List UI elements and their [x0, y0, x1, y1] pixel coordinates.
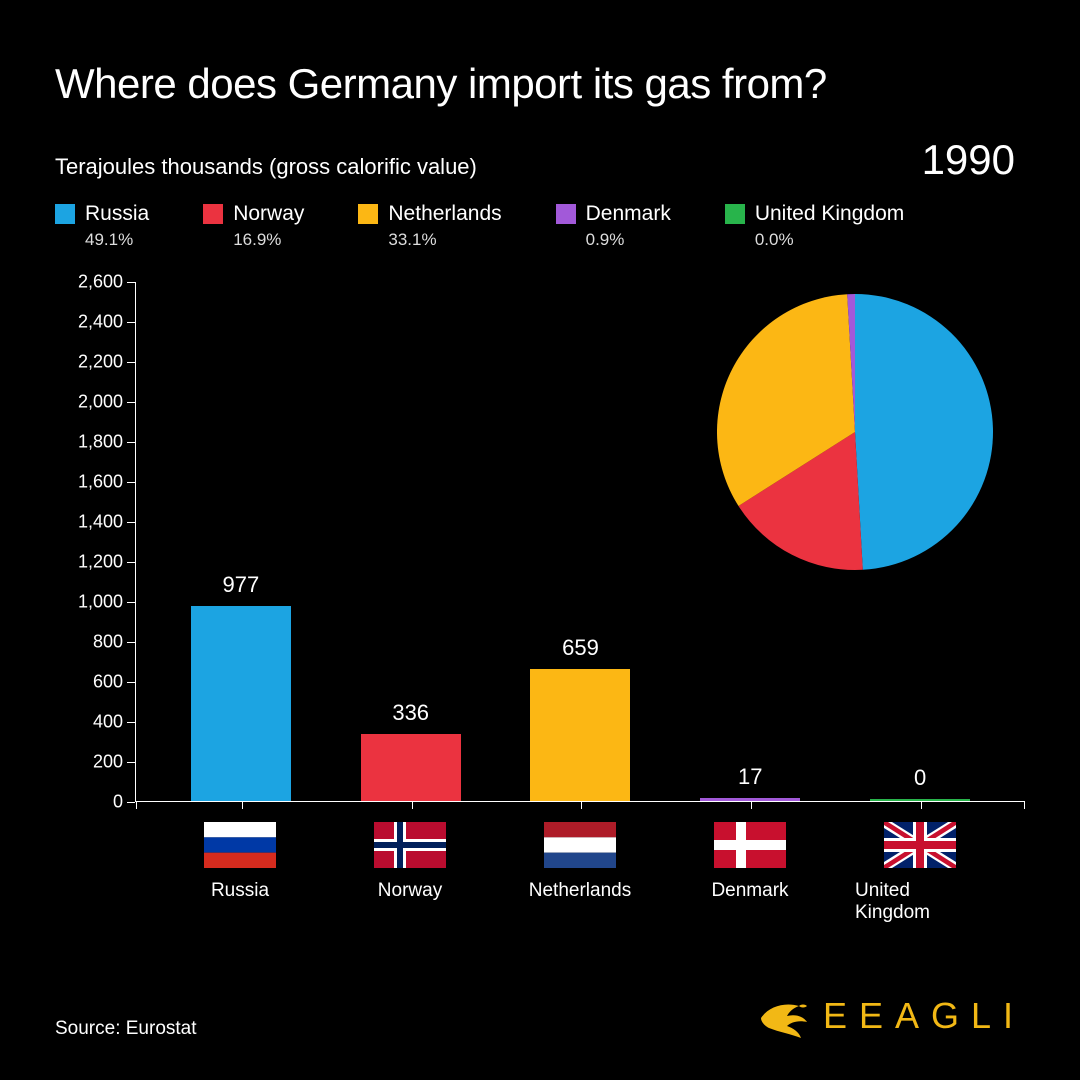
y-tick-label: 2,400 [63, 312, 123, 333]
x-tick-mark [412, 801, 413, 809]
plot-region: 977 336 659 17 0 [135, 282, 1025, 802]
bar-value-label: 0 [914, 765, 926, 791]
legend-percent: 16.9% [233, 230, 304, 250]
y-tick-label: 2,000 [63, 392, 123, 413]
x-label-group: Denmark [685, 822, 815, 924]
y-axis: 2,6002,4002,2002,0001,8001,6001,4001,200… [65, 282, 135, 802]
y-tick-mark [127, 602, 135, 603]
x-label-group: United Kingdom [855, 822, 985, 924]
y-tick-mark [127, 362, 135, 363]
y-tick-mark [127, 642, 135, 643]
y-tick-mark [127, 282, 135, 283]
legend-swatch [556, 204, 576, 224]
y-tick-mark [127, 402, 135, 403]
bar-value-label: 977 [223, 572, 260, 598]
bar [700, 798, 800, 801]
bar-group: 977 [176, 572, 306, 801]
y-tick-label: 1,000 [63, 592, 123, 613]
x-category-label: Norway [378, 880, 442, 902]
y-tick-label: 1,200 [63, 552, 123, 573]
bar-group: 336 [346, 700, 476, 801]
legend-label: Denmark [586, 202, 671, 226]
x-label-group: Russia [175, 822, 305, 924]
chart-title: Where does Germany import its gas from? [55, 60, 1025, 108]
flag-icon [204, 822, 276, 868]
bar-group: 17 [685, 764, 815, 801]
y-tick-label: 200 [63, 752, 123, 773]
bar [870, 799, 970, 801]
y-tick-mark [127, 482, 135, 483]
legend-item: Denmark 0.9% [556, 202, 671, 250]
legend-swatch [725, 204, 745, 224]
legend-swatch [358, 204, 378, 224]
eagle-icon [755, 992, 809, 1040]
legend-percent: 49.1% [85, 230, 149, 250]
legend-item: Netherlands 33.1% [358, 202, 501, 250]
legend-percent: 33.1% [388, 230, 501, 250]
legend-item: Russia 49.1% [55, 202, 149, 250]
chart-area: 2,6002,4002,2002,0001,8001,6001,4001,200… [65, 282, 1025, 842]
legend-label: Netherlands [388, 202, 501, 226]
bar-group: 659 [515, 635, 645, 801]
x-category-label: Russia [211, 880, 269, 902]
y-tick-label: 1,400 [63, 512, 123, 533]
legend-swatch [203, 204, 223, 224]
y-tick-mark [127, 802, 135, 803]
y-tick-label: 0 [63, 792, 123, 813]
legend-percent: 0.0% [755, 230, 904, 250]
y-tick-mark [127, 562, 135, 563]
x-axis-labels: Russia Norway Netherlands Denmark [135, 822, 1025, 924]
legend-percent: 0.9% [586, 230, 671, 250]
legend-swatch [55, 204, 75, 224]
legend-label: United Kingdom [755, 202, 904, 226]
flag-icon [714, 822, 786, 868]
x-tick-mark [136, 801, 137, 809]
x-category-label: United Kingdom [855, 880, 985, 924]
brand-text: EEAGLI [823, 995, 1025, 1037]
y-tick-label: 1,800 [63, 432, 123, 453]
y-tick-label: 600 [63, 672, 123, 693]
pie-slice [855, 294, 993, 570]
x-label-group: Norway [345, 822, 475, 924]
legend-item: Norway 16.9% [203, 202, 304, 250]
flag-icon [374, 822, 446, 868]
y-tick-label: 2,200 [63, 352, 123, 373]
bar [530, 669, 630, 801]
y-tick-mark [127, 522, 135, 523]
legend-label: Norway [233, 202, 304, 226]
y-tick-mark [127, 762, 135, 763]
x-tick-mark [1024, 801, 1025, 809]
x-category-label: Netherlands [529, 880, 631, 902]
x-tick-mark [242, 801, 243, 809]
x-tick-mark [921, 801, 922, 809]
y-tick-label: 2,600 [63, 272, 123, 293]
flag-icon [544, 822, 616, 868]
year-label: 1990 [922, 136, 1025, 184]
bar-value-label: 659 [562, 635, 599, 661]
source-label: Source: Eurostat [55, 1018, 197, 1040]
bar-value-label: 336 [392, 700, 429, 726]
brand-logo: EEAGLI [755, 992, 1025, 1040]
y-tick-label: 1,600 [63, 472, 123, 493]
y-tick-mark [127, 682, 135, 683]
legend: Russia 49.1% Norway 16.9% Netherlands 33… [55, 202, 1025, 250]
bar [361, 734, 461, 801]
flag-icon [884, 822, 956, 868]
y-tick-mark [127, 722, 135, 723]
legend-item: United Kingdom 0.0% [725, 202, 904, 250]
y-tick-mark [127, 322, 135, 323]
y-tick-mark [127, 442, 135, 443]
chart-subtitle: Terajoules thousands (gross calorific va… [55, 154, 477, 180]
bar [191, 606, 291, 801]
y-tick-label: 800 [63, 632, 123, 653]
pie-chart [715, 292, 995, 572]
x-tick-mark [751, 801, 752, 809]
x-category-label: Denmark [711, 880, 788, 902]
x-tick-mark [581, 801, 582, 809]
bar-group: 0 [855, 765, 985, 801]
x-label-group: Netherlands [515, 822, 645, 924]
legend-label: Russia [85, 202, 149, 226]
y-tick-label: 400 [63, 712, 123, 733]
bar-value-label: 17 [738, 764, 762, 790]
